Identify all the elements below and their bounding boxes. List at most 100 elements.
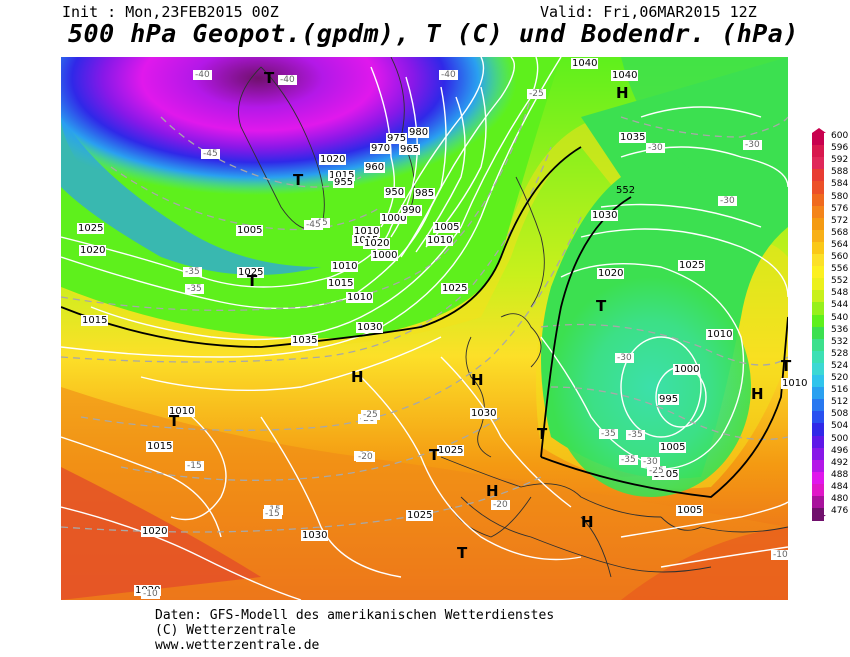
high-pressure-marker: H: [351, 368, 364, 386]
pressure-label: 1025: [437, 445, 465, 456]
legend-label: 488: [831, 469, 849, 480]
pressure-label: 1020: [597, 268, 625, 279]
pressure-label: 1020: [319, 154, 347, 165]
temperature-label: -35: [183, 267, 202, 277]
footer-credits: Daten: GFS-Modell des amerikanischen Wet…: [155, 608, 554, 653]
pressure-label: 990: [401, 205, 423, 216]
temperature-label: -30: [641, 457, 660, 467]
legend-label: 484: [831, 481, 849, 492]
temperature-label: -35: [599, 429, 618, 439]
pressure-label: 1015: [146, 441, 174, 452]
legend-label: 476: [831, 506, 849, 517]
temperature-label: -40: [193, 70, 212, 80]
pressure-label: 1025: [77, 223, 105, 234]
temperature-label: -40: [439, 70, 458, 80]
legend-swatch: [812, 157, 824, 170]
pressure-label: 960: [364, 162, 386, 173]
pressure-label: 1010: [331, 261, 359, 272]
pressure-label: 1005: [652, 469, 680, 480]
contour-552: [60, 146, 789, 498]
legend-label: 512: [831, 397, 849, 408]
pressure-label: 1010: [426, 235, 454, 246]
temperature-label: -25: [647, 466, 666, 476]
temperature-label: -15: [263, 509, 282, 519]
legend-label: 564: [831, 239, 849, 250]
legend-swatch: [812, 145, 824, 158]
legend-label: 496: [831, 445, 849, 456]
legend-swatch: [812, 217, 824, 231]
temperature-label: -30: [718, 196, 737, 206]
pressure-label: 970: [370, 143, 392, 154]
high-pressure-marker: H: [486, 482, 499, 500]
legend-swatch: [812, 290, 824, 303]
low-pressure-marker: T: [247, 272, 258, 290]
legend-swatch: [812, 471, 824, 485]
legend-swatch: [812, 435, 824, 449]
legend-swatch: [812, 181, 824, 194]
footer-website-link[interactable]: www.wetterzentrale.de: [155, 638, 320, 653]
low-pressure-marker: T: [429, 446, 440, 464]
pressure-label: 980: [408, 127, 430, 138]
pressure-label: 1015: [328, 170, 356, 181]
legend-label: 500: [831, 433, 849, 444]
legend-label: 584: [831, 179, 849, 190]
legend-label: 596: [831, 143, 849, 154]
low-pressure-marker: T: [537, 425, 548, 443]
legend-label: 536: [831, 324, 849, 335]
pressure-label: 1020: [79, 245, 107, 256]
pressure-label: 1010: [168, 406, 196, 417]
pressure-label: 1015: [327, 278, 355, 289]
temperature-label: -35: [619, 455, 638, 465]
pressure-label: 1020: [363, 238, 391, 249]
legend-label: 524: [831, 360, 849, 371]
pressure-label: 1020: [141, 526, 169, 537]
footer-data-source: Daten: GFS-Modell des amerikanischen Wet…: [155, 608, 555, 623]
legend-label: 528: [831, 348, 849, 359]
legend-swatch: [812, 133, 824, 146]
cold-blue-field: [61, 117, 321, 275]
high-pressure-marker: H: [616, 84, 629, 102]
temperature-label: -45: [304, 220, 323, 230]
legend-label: 532: [831, 336, 849, 347]
temperature-label: -30: [615, 353, 634, 363]
legend-swatch: [812, 411, 824, 424]
legend-label: 568: [831, 227, 849, 238]
legend-swatch: [812, 169, 824, 182]
legend-label: 520: [831, 373, 849, 383]
pressure-label: 1030: [470, 408, 498, 419]
pressure-label: 1025: [678, 260, 706, 271]
valid-time-label: Valid: Fri,06MAR2015 12Z: [540, 3, 757, 21]
pressure-label: 1040: [571, 58, 599, 69]
weather-map-svg: [60, 56, 789, 601]
legend-swatch: [812, 483, 824, 497]
warm-field-southeast: [621, 527, 788, 600]
legend-label: 552: [831, 276, 849, 287]
chart-title: 500 hPa Geopot.(gpdm), T (C) und Bodendr…: [68, 19, 799, 48]
contour-552-label: 552: [616, 185, 636, 196]
high-pressure-marker: H: [471, 371, 484, 389]
pressure-label: 1025: [237, 267, 265, 278]
legend-label: 572: [831, 215, 849, 226]
legend-swatch: [812, 326, 824, 340]
legend-swatch: [812, 314, 824, 328]
pressure-label: 1005: [659, 442, 687, 453]
pressure-label: 1025: [406, 510, 434, 521]
legend-swatch: [812, 459, 824, 473]
low-pressure-marker: T: [596, 297, 607, 315]
legend-swatch: [812, 375, 824, 388]
temperature-label: -10: [141, 589, 160, 599]
legend-swatch: [812, 387, 824, 400]
warm-field-south: [61, 387, 788, 600]
pressure-label: 1000: [371, 250, 399, 261]
pressure-label: 1035: [619, 132, 647, 143]
low-pressure-marker: T: [781, 357, 792, 375]
pressure-label: 1010: [706, 329, 734, 340]
temperature-label: -45: [201, 149, 220, 159]
legend-swatch: [812, 399, 824, 412]
legend-label: 560: [831, 252, 849, 262]
legend-swatch: [812, 302, 824, 315]
pressure-label: 1010: [353, 226, 381, 237]
pressure-label: 965: [399, 144, 421, 155]
pressure-label: 1000: [380, 213, 408, 224]
pressure-label: 1030: [356, 322, 384, 333]
